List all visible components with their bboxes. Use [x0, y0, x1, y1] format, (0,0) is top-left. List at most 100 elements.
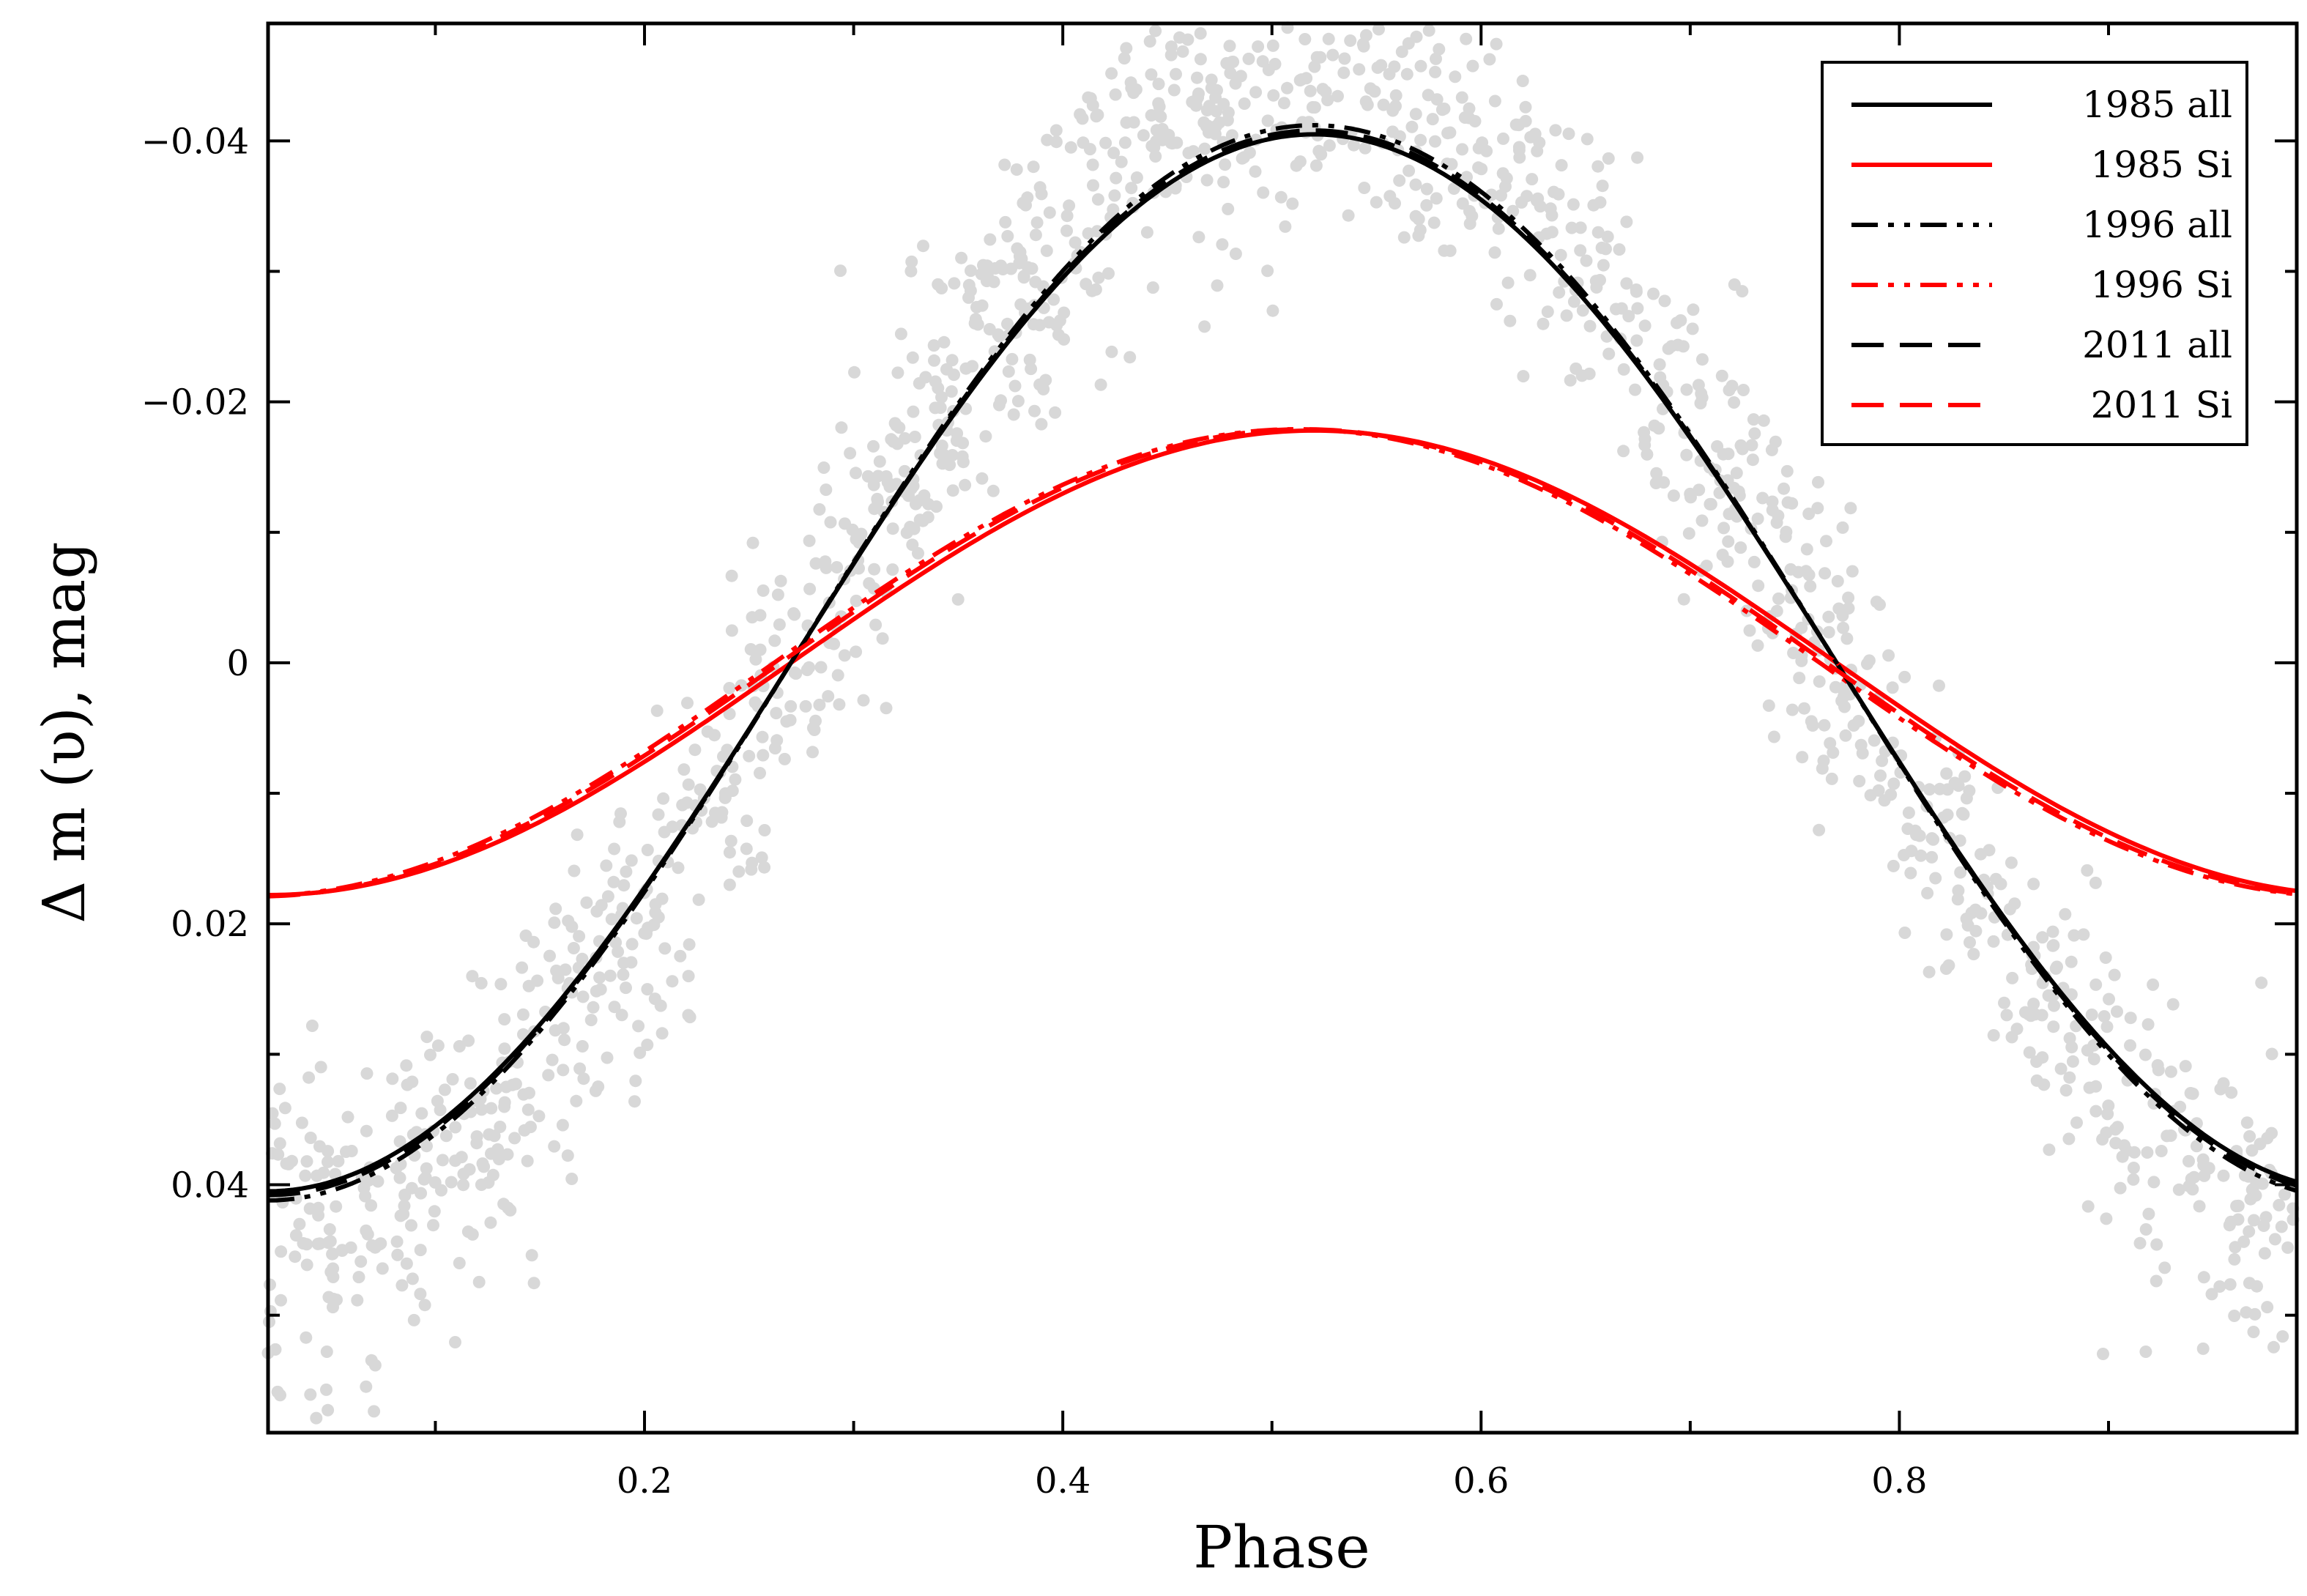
scatter-point	[634, 1046, 647, 1059]
scatter-point	[1517, 370, 1530, 383]
scatter-point	[913, 494, 926, 507]
scatter-point	[1058, 333, 1071, 346]
scatter-point	[600, 859, 613, 872]
scatter-point	[1747, 555, 1761, 568]
scatter-point	[1170, 136, 1184, 149]
scatter-point	[446, 1073, 459, 1085]
scatter-point	[1960, 792, 1973, 805]
scatter-point	[1337, 66, 1351, 79]
scatter-point	[1118, 52, 1131, 65]
scatter-point	[1842, 591, 1855, 604]
scatter-point	[1648, 419, 1661, 432]
scatter-point	[1189, 99, 1203, 112]
scatter-point	[1400, 67, 1413, 81]
scatter-point	[803, 534, 816, 547]
scatter-point	[335, 1244, 349, 1257]
scatter-point	[1534, 200, 1547, 213]
scatter-point	[1786, 703, 1799, 716]
scatter-point	[1630, 334, 1643, 347]
scatter-point	[1929, 872, 1942, 885]
scatter-point	[1779, 530, 1792, 543]
scatter-point	[2278, 1188, 2291, 1201]
scatter-point	[2155, 1145, 2168, 1157]
scatter-point	[2027, 998, 2040, 1011]
scatter-point	[2065, 988, 2078, 1001]
scatter-point	[754, 643, 767, 656]
scatter-point	[1756, 491, 1769, 505]
scatter-point	[1520, 190, 1534, 203]
scatter-point	[725, 569, 738, 582]
scatter-point	[320, 1383, 333, 1396]
scatter-point	[1130, 171, 1143, 184]
scatter-point	[1039, 374, 1052, 387]
scatter-point	[278, 1102, 291, 1115]
scatter-point	[820, 561, 833, 574]
scatter-point	[677, 763, 691, 776]
scatter-point	[808, 724, 821, 736]
scatter-point	[1839, 729, 1852, 742]
scatter-point	[1526, 173, 1539, 186]
scatter-point	[1108, 189, 1121, 202]
scatter-point	[311, 1169, 324, 1182]
scatter-point	[462, 1034, 475, 1047]
scatter-point	[521, 1154, 534, 1168]
scatter-point	[351, 1293, 364, 1307]
scatter-point	[1504, 314, 1517, 327]
scatter-point	[322, 1403, 335, 1417]
scatter-point	[1002, 365, 1015, 378]
scatter-point	[1813, 675, 1826, 688]
y-tick-label: −0.02	[141, 382, 249, 423]
scatter-point	[1953, 834, 1966, 847]
scatter-point	[2281, 1241, 2295, 1254]
scatter-point	[835, 421, 848, 434]
scatter-point	[521, 1103, 535, 1116]
scatter-point	[683, 938, 696, 951]
scatter-point	[1314, 51, 1327, 64]
scatter-point	[2245, 1144, 2259, 1157]
scatter-point	[2147, 1176, 2161, 1189]
scatter-point	[1077, 136, 1090, 149]
scatter-point	[303, 1202, 316, 1215]
scatter-point	[1091, 193, 1104, 206]
scatter-point	[1210, 105, 1223, 118]
scatter-point	[1409, 178, 1422, 191]
scatter-point	[2036, 931, 2049, 944]
scatter-point	[2276, 1330, 2289, 1343]
scatter-point	[522, 979, 535, 992]
scatter-point	[508, 1132, 521, 1145]
scatter-point	[2077, 928, 2090, 941]
scatter-point	[445, 1176, 458, 1189]
scatter-point	[868, 502, 881, 516]
scatter-point	[1617, 445, 1630, 458]
scatter-point	[1353, 63, 1366, 76]
scatter-point	[1393, 174, 1406, 187]
scatter-point	[937, 335, 951, 349]
scatter-point	[1715, 369, 1728, 382]
scatter-point	[729, 773, 742, 786]
scatter-point	[573, 1062, 587, 1075]
scatter-point	[1198, 320, 1211, 333]
scatter-point	[1277, 97, 1290, 110]
scatter-point	[1686, 322, 1699, 335]
scatter-point	[868, 563, 881, 576]
scatter-point	[324, 1235, 337, 1248]
y-tick-label: −0.04	[141, 121, 249, 162]
scatter-point	[1541, 305, 1554, 319]
scatter-point	[1967, 948, 1980, 961]
scatter-point	[2141, 1018, 2155, 1031]
scatter-point	[609, 936, 623, 949]
scatter-point	[1798, 702, 1810, 715]
scatter-point	[1359, 29, 1372, 42]
scatter-point	[1342, 209, 1355, 222]
scatter-point	[2267, 1340, 2280, 1354]
scatter-point	[1017, 270, 1030, 283]
scatter-point	[682, 778, 695, 791]
scatter-point	[1060, 224, 1073, 237]
scatter-point	[1722, 535, 1735, 548]
scatter-point	[2005, 1031, 2018, 1044]
scatter-point	[749, 653, 762, 666]
scatter-point	[1717, 522, 1731, 535]
scatter-point	[2030, 1074, 2043, 1087]
scatter-point	[999, 215, 1012, 229]
scatter-point	[1620, 277, 1633, 290]
